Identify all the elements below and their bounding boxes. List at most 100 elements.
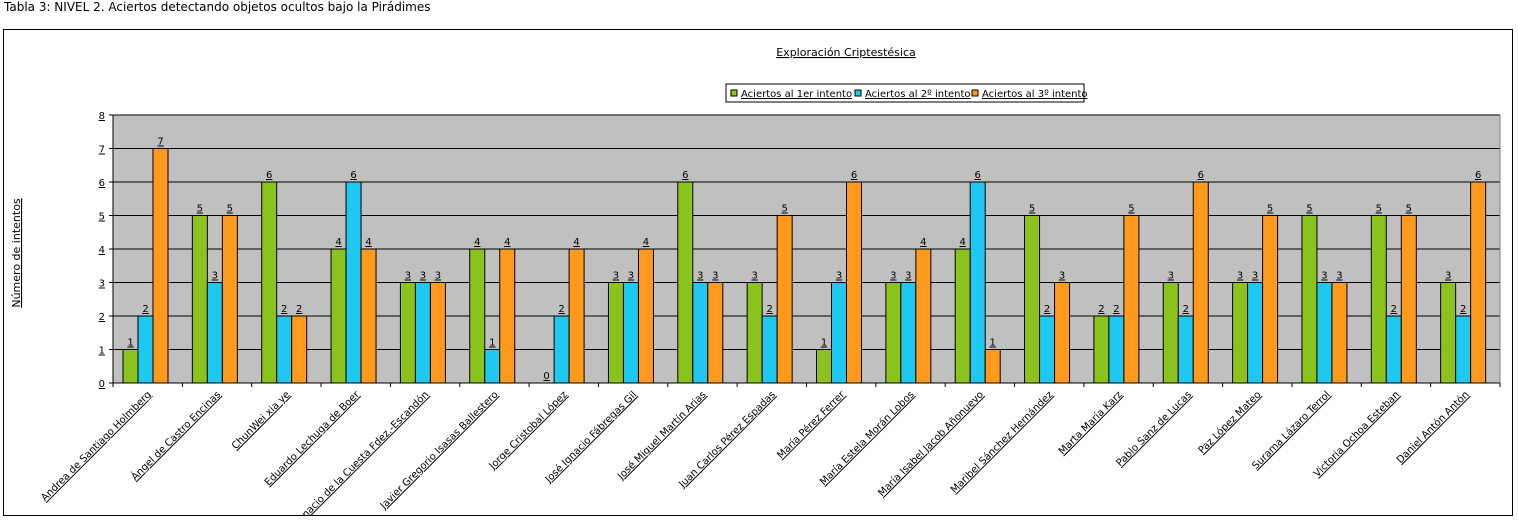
legend-swatch xyxy=(730,89,738,97)
bar xyxy=(360,248,377,384)
data-label: 2 xyxy=(766,304,772,315)
bar xyxy=(469,248,486,384)
data-label: 3 xyxy=(890,271,896,282)
data-label: 4 xyxy=(365,237,371,248)
bar xyxy=(746,282,763,384)
x-tick-label: Paz López Mateo xyxy=(1196,389,1264,457)
y-tick-label: 4 xyxy=(99,245,105,256)
data-label: 3 xyxy=(435,271,441,282)
bar xyxy=(776,215,793,384)
bar xyxy=(1162,282,1179,384)
x-tick-label: María Pérez Ferrer xyxy=(775,388,848,461)
y-tick-label: 7 xyxy=(99,145,105,156)
bar xyxy=(816,349,832,384)
y-tick-label: 6 xyxy=(99,178,105,189)
page-title: Tabla 3: NIVEL 2. Aciertos detectando ob… xyxy=(4,0,431,14)
data-label: 3 xyxy=(1059,271,1065,282)
bar xyxy=(484,349,501,384)
data-label: 5 xyxy=(781,204,787,215)
bar xyxy=(915,248,932,384)
bar xyxy=(1440,282,1457,384)
x-tick-label: Marta María Karz xyxy=(1056,389,1125,458)
data-label: 6 xyxy=(851,170,857,181)
data-label: 7 xyxy=(157,137,163,148)
data-label: 6 xyxy=(1475,170,1481,181)
data-label: 5 xyxy=(1306,204,1312,215)
bar xyxy=(1455,315,1472,384)
bar xyxy=(330,248,347,384)
bar xyxy=(221,215,238,384)
bar xyxy=(261,181,278,384)
data-label: 6 xyxy=(266,170,272,181)
bar xyxy=(707,282,724,384)
data-label: 2 xyxy=(1044,304,1050,315)
bar xyxy=(1232,282,1249,384)
data-label: 4 xyxy=(573,237,579,248)
y-tick-label: 1 xyxy=(99,346,105,357)
data-label: 3 xyxy=(836,271,842,282)
bar xyxy=(553,315,570,384)
data-label: 2 xyxy=(1391,304,1397,315)
bar xyxy=(1039,315,1056,384)
data-label: 4 xyxy=(474,237,480,248)
data-label: 3 xyxy=(697,271,703,282)
x-tick-label: ChunWei xia ye xyxy=(230,389,293,452)
data-label: 2 xyxy=(142,304,148,315)
bar xyxy=(761,315,778,384)
data-label: 2 xyxy=(558,304,564,315)
legend-entry: Aciertos al 3º intento xyxy=(982,89,1088,100)
data-label: 3 xyxy=(712,271,718,282)
legend-entry: Aciertos al 2º intento xyxy=(865,89,971,100)
y-tick-label: 8 xyxy=(99,111,105,122)
data-label: 3 xyxy=(1237,271,1243,282)
bar xyxy=(969,181,986,384)
data-label: 3 xyxy=(1336,271,1342,282)
bar xyxy=(622,282,639,384)
data-label: 3 xyxy=(613,271,619,282)
bar xyxy=(677,181,694,384)
bar xyxy=(499,248,516,384)
bar xyxy=(954,248,971,384)
bar xyxy=(1262,215,1279,384)
bar xyxy=(1470,181,1487,384)
data-label: 2 xyxy=(1113,304,1119,315)
bar xyxy=(607,282,624,384)
data-label: 3 xyxy=(1321,271,1327,282)
bar xyxy=(414,282,431,384)
data-label: 5 xyxy=(1406,204,1412,215)
data-label: 1 xyxy=(489,338,495,349)
data-label: 2 xyxy=(1460,304,1466,315)
data-label: 5 xyxy=(1267,204,1273,215)
data-label: 5 xyxy=(197,204,203,215)
bar xyxy=(276,315,293,384)
data-label: 3 xyxy=(405,271,411,282)
bar xyxy=(291,315,308,384)
bar xyxy=(191,215,208,384)
data-label: 1 xyxy=(127,338,133,349)
bar xyxy=(1400,215,1417,384)
x-tick-label: Surama Lázaro Terrol xyxy=(1250,389,1333,472)
bar xyxy=(831,282,847,384)
legend-box xyxy=(725,83,1085,103)
bar xyxy=(1370,215,1387,384)
data-label: 5 xyxy=(1376,204,1382,215)
data-label: 3 xyxy=(1252,271,1258,282)
bar xyxy=(1301,215,1318,384)
data-label: 6 xyxy=(1198,170,1204,181)
chart-frame xyxy=(3,29,1513,516)
bar xyxy=(1093,315,1110,384)
legend: Aciertos al 1er intento Aciertos al 2º in… xyxy=(725,83,1088,103)
data-label: 4 xyxy=(504,237,510,248)
bar xyxy=(692,282,709,384)
y-tick-label: 2 xyxy=(99,312,105,323)
data-label: 3 xyxy=(1445,271,1451,282)
bar xyxy=(637,248,654,384)
y-tick-label: 3 xyxy=(99,279,105,290)
bar xyxy=(1316,282,1333,384)
bar xyxy=(1331,282,1348,384)
bar xyxy=(984,349,1001,384)
bar xyxy=(900,282,917,384)
x-tick-label: Ignacio de la Cuesta Fdez.-Escandón xyxy=(293,389,431,522)
bar xyxy=(1054,282,1071,384)
